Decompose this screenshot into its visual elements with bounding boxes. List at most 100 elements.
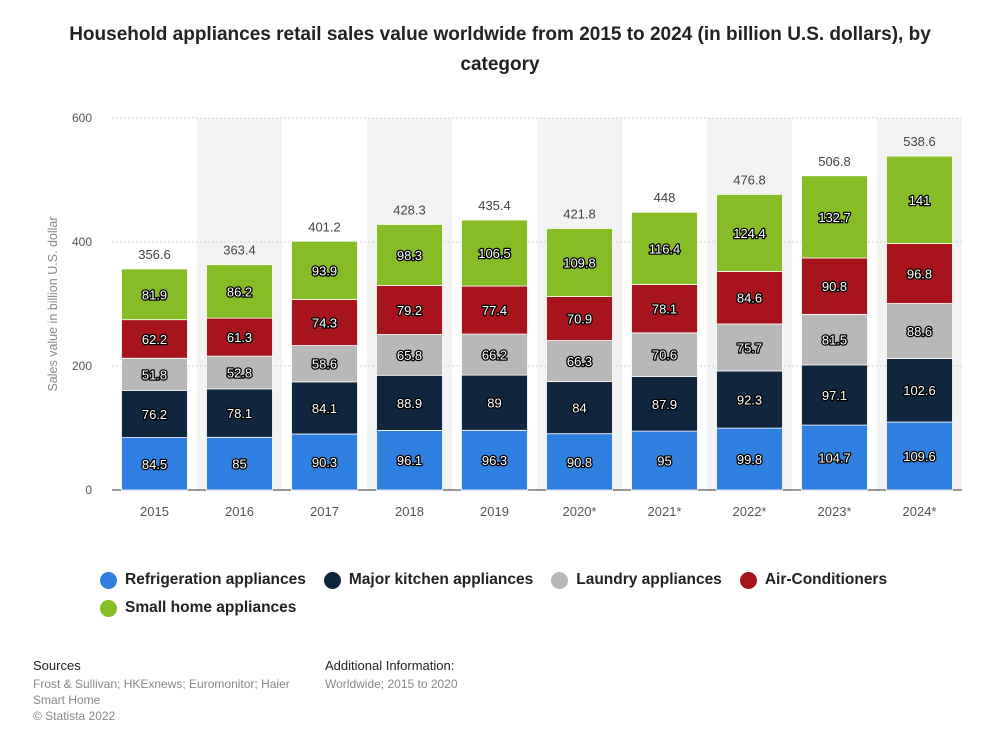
bar-segment (376, 224, 443, 286)
legend-item[interactable]: Refrigeration appliances (100, 566, 306, 594)
data-label: 75.7 (737, 340, 762, 355)
total-label: 506.8 (818, 154, 851, 169)
data-label: 84 (572, 401, 586, 416)
bar-segment (461, 285, 528, 335)
data-label: 90.8 (567, 455, 592, 470)
total-label: 448 (654, 190, 676, 205)
x-tick-label: 2019 (480, 504, 509, 519)
y-tick-label: 200 (72, 359, 92, 373)
legend-marker-icon (100, 599, 117, 617)
data-label: 96.8 (907, 266, 932, 281)
data-label: 85 (232, 457, 246, 472)
data-label: 65.8 (397, 348, 422, 363)
chart-title: Household appliances retail sales value … (69, 24, 931, 75)
data-label: 66.2 (482, 348, 507, 363)
bar-segment (801, 313, 868, 366)
data-label: 84.1 (312, 401, 337, 416)
legend-item[interactable]: Major kitchen appliances (323, 566, 533, 594)
total-label: 363.4 (223, 243, 256, 258)
data-label: 84.6 (737, 291, 762, 306)
legend-label: Small home appliances (125, 599, 297, 616)
data-label: 99.8 (737, 452, 762, 467)
chart-legend: Refrigeration appliances Major kitchen ap… (100, 566, 920, 622)
bar-segment (376, 430, 443, 491)
bar-segment (546, 433, 613, 491)
bar-segment (546, 296, 613, 341)
legend-label: Laundry appliances (576, 571, 722, 588)
bar-segment (801, 364, 868, 426)
bar-segment (886, 303, 953, 359)
total-label: 421.8 (563, 206, 596, 221)
data-label: 102.6 (903, 383, 936, 398)
legend-item[interactable]: Small home appliances (100, 594, 296, 622)
data-label: 81.5 (822, 333, 847, 348)
data-label: 106.5 (478, 246, 511, 261)
data-label: 88.6 (907, 324, 932, 339)
bar-segment (631, 211, 698, 285)
bar-segment (886, 421, 953, 491)
bar-segment (546, 340, 613, 383)
bar-segment (376, 284, 443, 335)
data-label: 90.3 (312, 455, 337, 470)
x-tick-label: 2024* (903, 504, 937, 519)
data-label: 51.8 (142, 367, 167, 382)
x-tick-label: 2015 (140, 504, 169, 519)
legend-marker-icon (739, 571, 757, 589)
data-label: 109.8 (563, 256, 596, 271)
bar-segment (801, 257, 868, 315)
legend-label: Air-Conditioners (764, 571, 888, 588)
data-label: 76.2 (142, 407, 167, 422)
y-tick-label: 600 (72, 111, 92, 125)
legend-item[interactable]: Air-Conditioners (739, 566, 888, 594)
sources-text: Frost & Sullivan; HKExnews; Euromonitor;… (33, 677, 290, 707)
bar-segment (461, 333, 528, 376)
data-label: 70.6 (652, 348, 677, 363)
legend-marker-icon (551, 571, 569, 589)
data-label: 61.3 (227, 330, 252, 345)
sources-heading: Sources (33, 658, 81, 673)
bar-segment (291, 299, 358, 346)
data-label: 109.6 (903, 449, 936, 464)
bar-segment (546, 228, 613, 297)
data-label: 97.1 (822, 388, 847, 403)
bar-segment (886, 358, 953, 423)
total-label: 476.8 (733, 172, 766, 187)
bar-segment (461, 429, 528, 491)
data-label: 124.4 (733, 226, 766, 241)
total-label: 428.3 (393, 202, 426, 217)
data-label: 81.9 (142, 287, 167, 302)
data-label: 58.6 (312, 357, 337, 372)
bar-segment (461, 219, 528, 287)
data-label: 93.9 (312, 263, 337, 278)
data-label: 78.1 (652, 302, 677, 317)
data-label: 95 (657, 454, 671, 469)
total-label: 401.2 (308, 219, 341, 234)
bar-segment (716, 193, 783, 272)
data-label: 98.3 (397, 248, 422, 263)
data-label: 116.4 (649, 241, 681, 256)
x-tick-label: 2020* (563, 504, 597, 519)
bar-segment (631, 376, 698, 432)
data-label: 141 (909, 193, 931, 208)
y-tick-label: 0 (85, 483, 92, 497)
bar-segment (206, 355, 273, 390)
bar-segment (631, 332, 698, 378)
legend-item[interactable]: Laundry appliances (551, 566, 722, 594)
y-tick-label: 400 (72, 235, 92, 249)
bar-segment (291, 240, 358, 300)
data-label: 88.9 (397, 396, 422, 411)
bar-segment (121, 357, 188, 391)
data-label: 96.1 (397, 453, 422, 468)
data-label: 132.7 (818, 210, 851, 225)
bar-segment (206, 436, 273, 491)
total-label: 435.4 (478, 198, 511, 213)
data-label: 96.3 (482, 453, 507, 468)
x-tick-label: 2017 (310, 504, 339, 519)
bar-segment (291, 381, 358, 435)
data-label: 104.7 (818, 451, 851, 466)
copyright-text: © Statista 2022 (33, 709, 116, 723)
x-tick-label: 2023* (818, 504, 852, 519)
legend-marker-icon (323, 571, 341, 589)
bar-segment (121, 268, 188, 321)
data-label: 84.5 (142, 457, 167, 472)
